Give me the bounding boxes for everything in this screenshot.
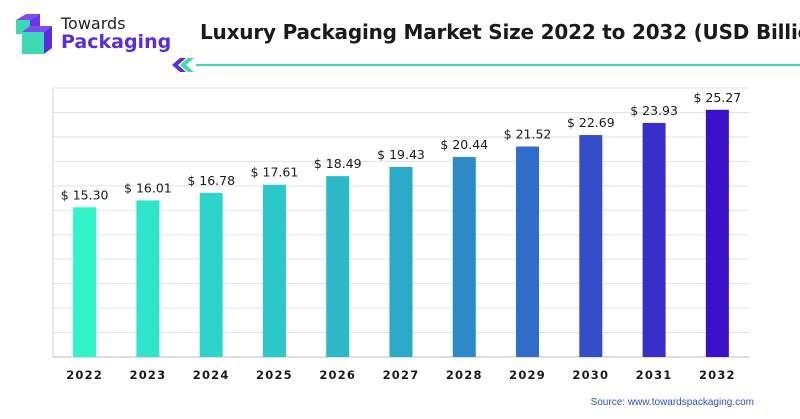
logo-cube-icon bbox=[16, 14, 52, 54]
chevron-left-icon bbox=[172, 58, 186, 72]
bar-2032 bbox=[705, 109, 729, 358]
header-divider bbox=[172, 58, 800, 72]
bar-2031 bbox=[642, 122, 666, 358]
value-label-2024: $ 16.78 bbox=[187, 173, 235, 188]
bar-2023 bbox=[136, 200, 160, 357]
bar-2030 bbox=[579, 135, 603, 357]
value-label-2028: $ 20.44 bbox=[440, 137, 488, 152]
x-tick-label-2027: 2027 bbox=[383, 368, 420, 382]
value-label-2031: $ 23.93 bbox=[630, 103, 678, 118]
source-note: Source: www.towardspackaging.com bbox=[590, 397, 754, 408]
x-tick-label-2031: 2031 bbox=[636, 368, 673, 382]
chevron-left-accent-icon bbox=[180, 58, 194, 72]
x-tick-label-2029: 2029 bbox=[509, 368, 546, 382]
bar-2024 bbox=[199, 192, 223, 357]
x-tick-label-2022: 2022 bbox=[66, 368, 103, 382]
bar-2022 bbox=[73, 207, 97, 357]
x-tick-label-2030: 2030 bbox=[572, 368, 609, 382]
bar-2028 bbox=[452, 157, 476, 357]
logo: Towards Packaging bbox=[14, 12, 171, 56]
x-tick-label-2032: 2032 bbox=[699, 368, 736, 382]
bar-2025 bbox=[262, 184, 286, 357]
value-label-2026: $ 18.49 bbox=[314, 156, 362, 171]
x-tick-label-2025: 2025 bbox=[256, 368, 293, 382]
x-tick-label-2023: 2023 bbox=[130, 368, 167, 382]
value-label-2032: $ 25.27 bbox=[694, 90, 742, 105]
logo-text-line2: Packaging bbox=[61, 31, 172, 53]
x-tick-label-2024: 2024 bbox=[193, 368, 230, 382]
value-label-2030: $ 22.69 bbox=[567, 115, 615, 130]
value-label-2027: $ 19.43 bbox=[377, 147, 425, 162]
bar-2026 bbox=[326, 176, 350, 357]
value-label-2022: $ 15.30 bbox=[61, 187, 109, 202]
x-tick-label-2026: 2026 bbox=[319, 368, 356, 382]
chart-title: Luxury Packaging Market Size 2022 to 203… bbox=[200, 20, 800, 44]
value-label-2029: $ 21.52 bbox=[504, 126, 552, 141]
bar-2029 bbox=[516, 146, 540, 357]
x-tick-label-2028: 2028 bbox=[446, 368, 483, 382]
value-label-2023: $ 16.01 bbox=[124, 180, 172, 195]
logo-text-line1: Towards bbox=[61, 14, 126, 33]
bar-2027 bbox=[389, 166, 413, 357]
value-label-2025: $ 17.61 bbox=[251, 165, 299, 180]
